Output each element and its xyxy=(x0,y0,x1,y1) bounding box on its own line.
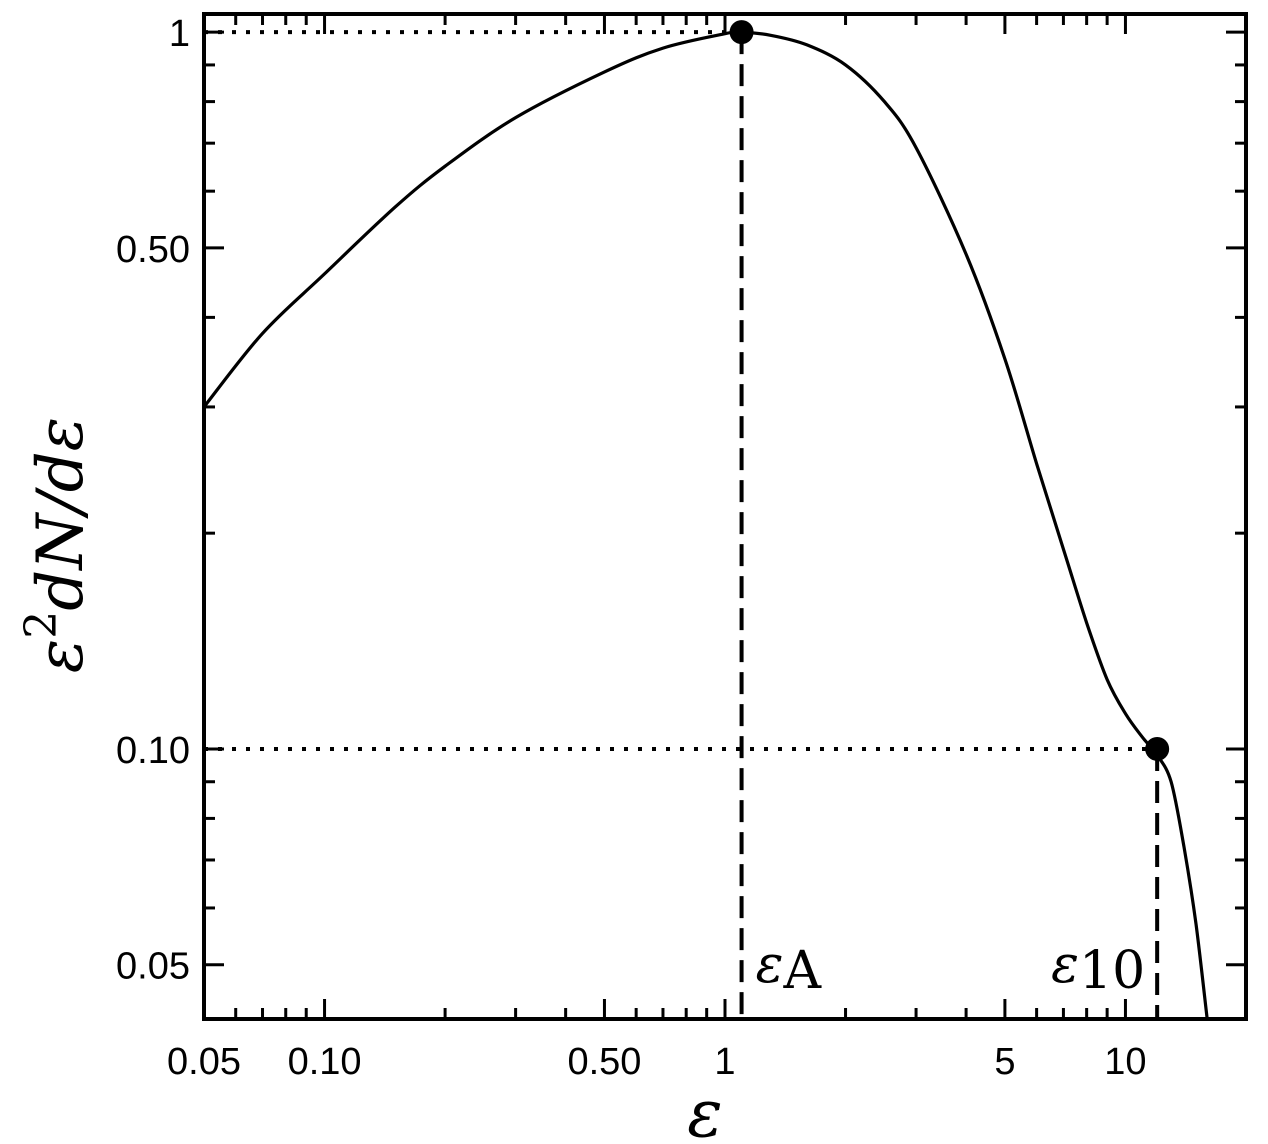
y-tick-label-3: 1 xyxy=(169,13,190,55)
y-tick-label-0: 0.05 xyxy=(116,946,190,988)
y-axis-title-rest: dN/dε xyxy=(24,417,98,611)
x-tick-label-2: 0.50 xyxy=(567,1041,641,1083)
x-tick-label-4: 5 xyxy=(994,1041,1015,1083)
x-axis-title: ε xyxy=(687,1075,722,1144)
point-annotations: εA ε10 xyxy=(756,935,1146,1001)
x-tick-label-5: 10 xyxy=(1104,1041,1146,1083)
highlight-point-1 xyxy=(1145,736,1170,761)
point-label-sub: A xyxy=(782,941,822,1001)
point-label-0: εA xyxy=(756,935,823,1001)
y-tick-label-1: 0.10 xyxy=(116,730,190,772)
y-axis-title: ε2dN/dε xyxy=(16,417,98,673)
highlight-point-0 xyxy=(729,20,754,45)
reference-lines xyxy=(204,30,1160,1019)
x-tick-label-1: 0.10 xyxy=(288,1041,362,1083)
point-label-base: ε xyxy=(756,935,784,995)
point-label-1: ε10 xyxy=(1051,935,1145,1001)
series-line xyxy=(202,30,1209,1020)
y-axis-title-sup: 2 xyxy=(16,611,67,639)
axis-ticks xyxy=(202,14,1248,1019)
y-tick-label-2: 0.50 xyxy=(116,229,190,271)
plot-frame xyxy=(202,12,1248,1021)
point-label-sub: 10 xyxy=(1079,941,1145,1001)
x-tick-label-3: 1 xyxy=(714,1041,735,1083)
x-tick-label-0: 0.05 xyxy=(167,1041,241,1083)
point-label-base: ε xyxy=(1051,935,1079,995)
y-axis-title-base: ε xyxy=(24,639,98,673)
highlight-points xyxy=(729,20,1170,761)
tick-labels: 0.05 0.10 0.50 1 5 10 0.05 0.10 0.50 1 xyxy=(116,13,1147,1083)
